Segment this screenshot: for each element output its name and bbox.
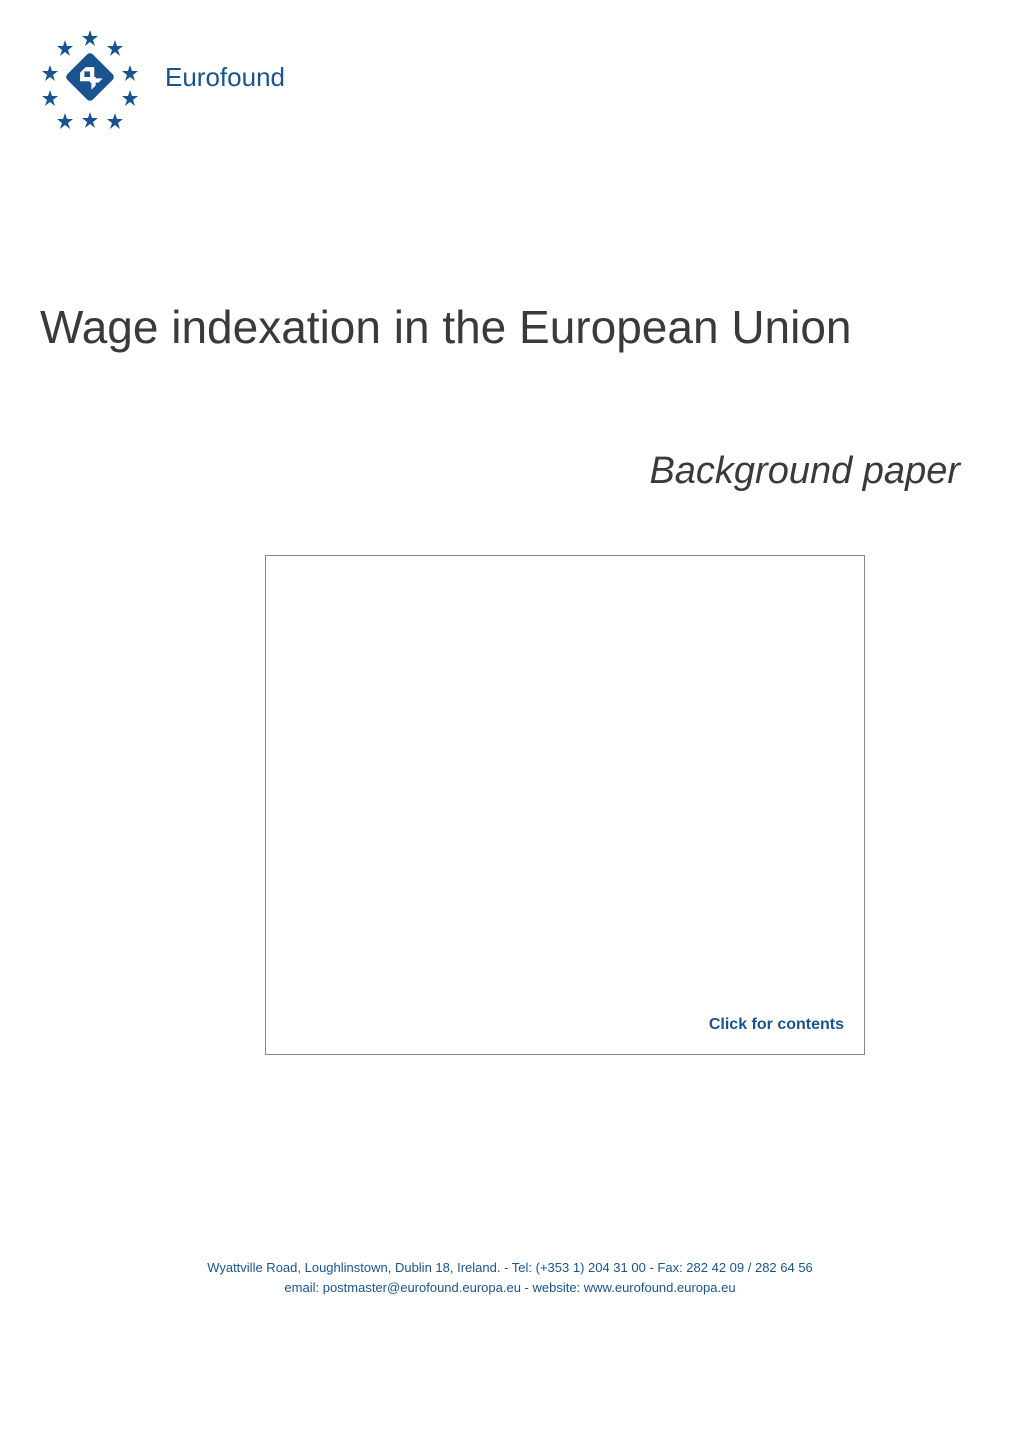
logo-text: Eurofound	[165, 62, 285, 93]
contents-box: Click for contents	[265, 555, 865, 1055]
document-title: Wage indexation in the European Union	[40, 300, 980, 354]
logo-container: Eurofound	[30, 25, 285, 130]
footer-contact: email: postmaster@eurofound.europa.eu - …	[0, 1278, 1020, 1298]
click-for-contents-link[interactable]: Click for contents	[709, 1016, 844, 1034]
document-subtitle: Background paper	[649, 450, 960, 493]
eurofound-logo-emblem	[30, 25, 150, 130]
eurofound-stars-icon	[30, 25, 150, 130]
footer-address: Wyattville Road, Loughlinstown, Dublin 1…	[0, 1258, 1020, 1278]
footer: Wyattville Road, Loughlinstown, Dublin 1…	[0, 1258, 1020, 1297]
